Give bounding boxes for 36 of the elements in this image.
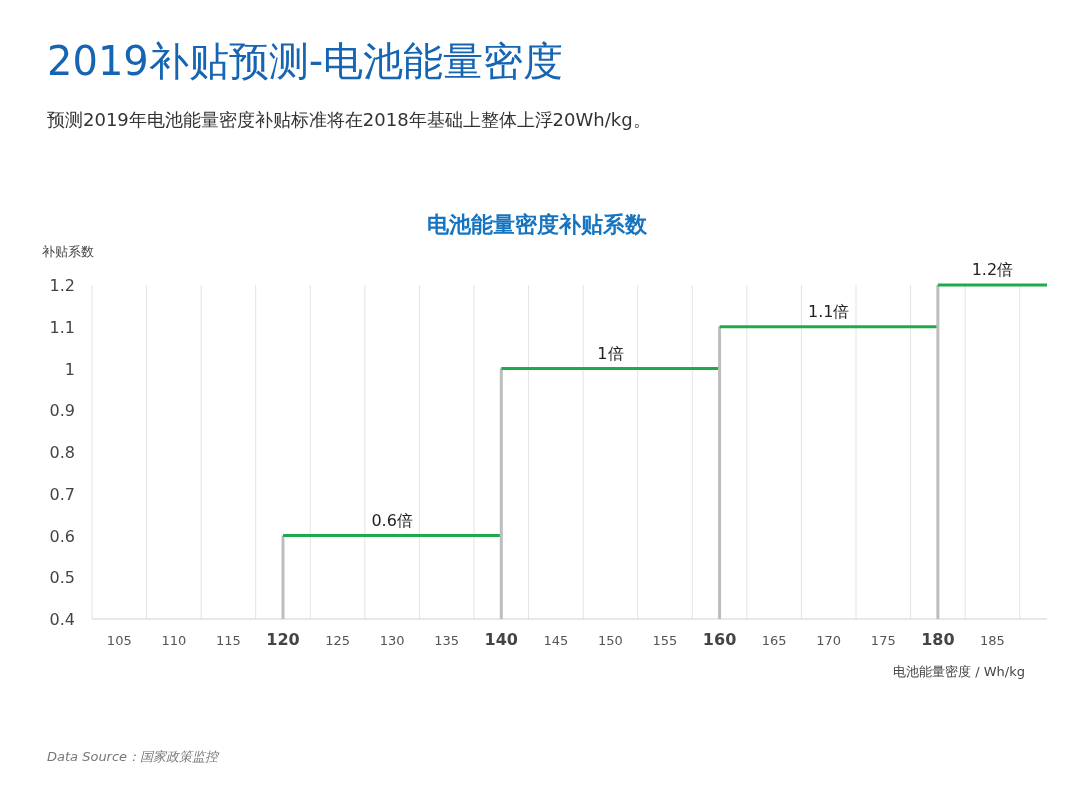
x-tick-label: 125 [325,633,350,648]
source-note: Data Source：国家政策监控 [47,749,221,764]
y-tick-label: 1.2 [49,276,75,295]
x-tick-label: 120 [266,630,300,649]
y-tick-label: 0.4 [49,610,75,629]
y-tick-label: 0.5 [49,568,75,588]
chart-title: 2019补贴预测-电池能量密度 [47,38,564,84]
data-label: 1倍 [597,343,624,363]
x-tick-label: 185 [980,633,1005,648]
chart-subtitle: 预测2019年电池能量密度补贴标准将在2018年基础上整体上浮20Wh/kg。 [47,109,651,130]
x-tick-label: 170 [816,633,842,648]
x-tick-label: 175 [870,633,896,648]
x-tick-label: 145 [543,633,569,648]
x-tick-label: 130 [379,633,405,648]
x-tick-label: 140 [484,630,518,649]
x-tick-label: 105 [106,633,132,648]
y-tick-label: 0.7 [49,484,75,504]
y-tick-label: 1.1 [49,317,75,337]
x-tick-label: 155 [652,633,678,648]
y-axis-title: 补贴系数 [42,244,94,259]
data-label: 0.6倍 [371,510,413,530]
y-tick-label: 0.9 [49,401,75,421]
x-axis-title: 电池能量密度 / Wh/kg [893,664,1025,679]
text: 电池能量密度补贴系数 [427,212,648,237]
x-tick-label: 165 [761,633,787,648]
x-tick-label: 110 [161,633,187,648]
x-tick-label: 135 [434,633,460,648]
x-tick-label: 180 [921,630,955,649]
y-tick-label: 1 [64,359,75,379]
data-label: 1.2倍 [971,260,1014,279]
x-tick-label: 150 [598,633,623,648]
y-tick-label: 0.8 [49,443,75,462]
y-tick-label: 0.6 [49,526,75,546]
x-tick-label: 160 [702,630,737,649]
data-label: 1.1倍 [807,301,850,321]
x-tick-label: 115 [216,633,241,648]
